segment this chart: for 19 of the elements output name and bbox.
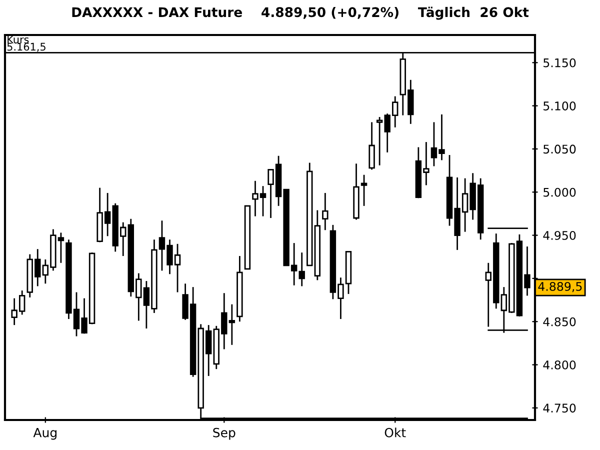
x-tick-label: Okt bbox=[384, 428, 406, 438]
candlestick bbox=[322, 192, 328, 231]
y-tick-label: 5.050 bbox=[544, 144, 576, 154]
x-tick-label: Aug bbox=[33, 428, 56, 440]
candlestick bbox=[360, 174, 368, 207]
annotation: Kurs bbox=[8, 36, 29, 44]
x-tick-label: Sep bbox=[213, 428, 236, 440]
candlestick bbox=[368, 121, 375, 170]
y-tick-label: 5.000 bbox=[544, 188, 576, 197]
ref-line-label: 5.161,5 bbox=[7, 42, 46, 52]
y-tick-label: 4.800 bbox=[543, 360, 576, 370]
candlestick bbox=[298, 252, 305, 287]
y-tick-label: 5.100 bbox=[544, 102, 576, 110]
y-tick-label: 4.950 bbox=[543, 230, 576, 240]
y-tick-label: 4.850 bbox=[543, 317, 576, 326]
chart-title: DAXXXXX - DAX Future 4.889,50 (+0,72%) Täglich 26 Okt bbox=[72, 6, 529, 20]
text: 4.889,5 bbox=[538, 282, 582, 292]
y-tick-label: 5.150 bbox=[544, 58, 576, 68]
y-tick-label: 4.750 bbox=[543, 404, 576, 413]
